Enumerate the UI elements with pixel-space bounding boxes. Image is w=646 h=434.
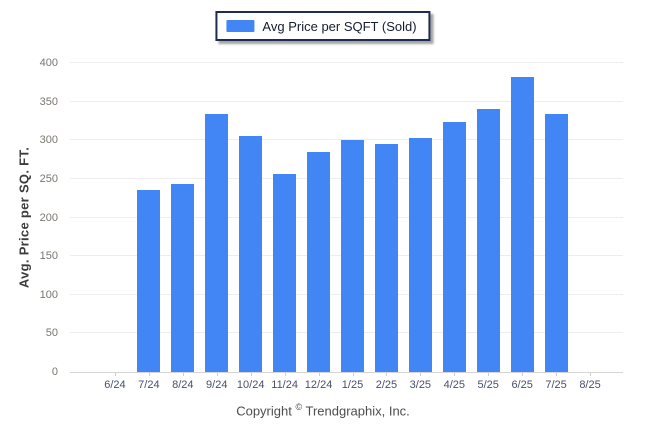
y-tick-label: 350: [39, 95, 58, 108]
x-tick-mark: [149, 372, 150, 376]
bar: [171, 183, 195, 372]
x-tick-mark: [522, 372, 523, 376]
bar: [307, 151, 331, 372]
y-tick-label: 400: [39, 57, 58, 69]
plot-area: [70, 62, 623, 376]
x-tick-mark: [386, 372, 387, 376]
legend-label: Avg Price per SQFT (Sold): [262, 18, 417, 34]
copyright-text: Copyright © Trendgraphix, Inc.: [0, 402, 646, 418]
bar: [273, 174, 297, 372]
x-tick-mark: [251, 372, 252, 376]
copyright-prefix: Copyright: [236, 403, 292, 419]
legend-swatch: [226, 20, 255, 32]
y-tick-label: 300: [39, 134, 58, 147]
gridline: [70, 100, 623, 102]
bar: [205, 114, 229, 372]
y-tick-label: 150: [39, 250, 58, 263]
y-tick-label: 250: [39, 172, 58, 185]
x-tick-mark: [420, 372, 421, 376]
x-tick-label: 11/24: [271, 379, 298, 391]
x-tick-label: 1/25: [341, 379, 364, 391]
y-tick-label: 0: [51, 366, 58, 378]
x-tick-label: 7/24: [138, 379, 160, 391]
x-tick-mark: [319, 372, 320, 376]
gridline: [70, 62, 623, 63]
copyright-suffix: Trendgraphix, Inc.: [305, 403, 410, 419]
x-tick-label: 7/25: [545, 379, 567, 391]
x-tick-label: 2/25: [375, 379, 398, 391]
bar: [476, 108, 500, 372]
x-tick-mark: [556, 372, 557, 376]
x-tick-label: 9/24: [206, 379, 228, 391]
x-tick-label: 3/25: [409, 379, 432, 391]
bar: [442, 122, 466, 372]
bar: [544, 114, 568, 372]
x-tick-mark: [285, 372, 286, 376]
x-tick-label: 4/25: [443, 379, 465, 391]
y-tick-label: 50: [45, 327, 58, 340]
x-tick-mark: [590, 372, 591, 376]
bar: [510, 76, 534, 372]
copyright-symbol: ©: [295, 402, 303, 412]
x-tick-mark: [115, 372, 116, 376]
y-tick-label: 200: [39, 211, 58, 224]
bar: [137, 189, 161, 372]
bar: [408, 137, 432, 372]
chart-legend: Avg Price per SQFT (Sold): [215, 11, 431, 41]
x-tick-mark: [183, 372, 184, 376]
x-tick-label: 10/24: [236, 379, 265, 391]
bar: [341, 140, 364, 372]
x-tick-label: 12/24: [304, 379, 333, 391]
bar: [239, 136, 263, 372]
x-tick-label: 6/24: [104, 379, 126, 391]
x-tick-label: 6/25: [511, 379, 533, 391]
x-tick-label: 8/25: [579, 379, 601, 391]
x-axis: 6/24 7/24 8/24 9/24 10/24 11/24 12/24 1/25 2/25 3…: [70, 378, 623, 394]
y-axis: 0 50 100 150 200 250 300 350 400: [26, 57, 62, 378]
y-tick-label: 100: [39, 288, 58, 301]
x-tick-label: 5/25: [477, 379, 499, 391]
x-tick-mark: [488, 372, 489, 376]
bar: [374, 144, 398, 372]
x-tick-mark: [454, 372, 455, 376]
gridline: [70, 139, 623, 141]
x-tick-mark: [217, 372, 218, 376]
x-tick-mark: [353, 372, 354, 376]
x-tick-label: 8/24: [172, 379, 194, 391]
